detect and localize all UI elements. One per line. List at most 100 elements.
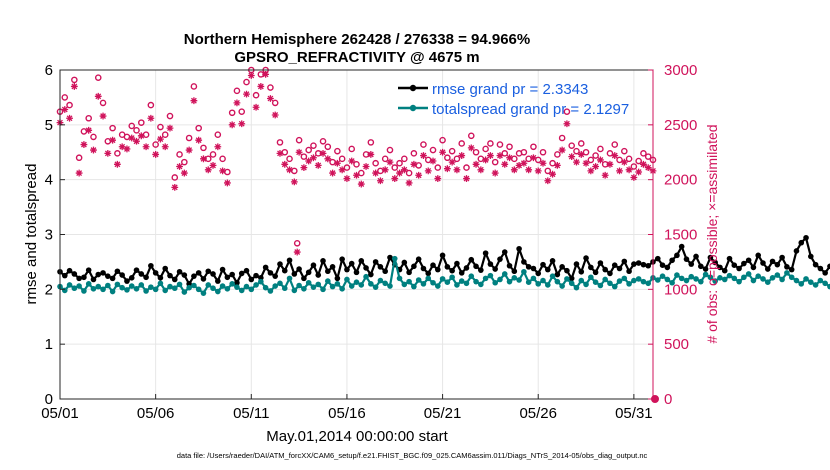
assimilated-point [252, 103, 260, 111]
series-point [659, 262, 666, 269]
possible-point [477, 155, 485, 163]
assimilated-point [510, 166, 518, 174]
assimilated-point [109, 136, 117, 144]
assimilated-point [128, 134, 136, 142]
possible-point [458, 140, 466, 147]
series-point [568, 275, 575, 282]
series-point [769, 275, 776, 281]
series-point [444, 264, 451, 270]
series-point [200, 276, 207, 282]
assimilated-point [582, 159, 590, 167]
possible-point [329, 158, 336, 166]
possible-point [94, 74, 102, 81]
series-point [640, 261, 647, 268]
series-point [621, 258, 628, 265]
series-point [358, 282, 365, 288]
possible-point [568, 142, 576, 149]
series-point [564, 276, 570, 282]
y2-tick-label: 3000 [664, 62, 697, 79]
series-point [210, 271, 216, 277]
series-point [71, 271, 78, 277]
series-possible [56, 66, 657, 181]
possible-point [123, 133, 131, 141]
footnote: data file: /Users/raeder/DAI/ATM_forcXX/… [177, 451, 648, 460]
series-point [267, 288, 274, 294]
series-assimilated [56, 70, 657, 191]
series-point [712, 278, 718, 284]
series-point [401, 281, 408, 288]
series-point [325, 278, 331, 284]
series-point [506, 262, 513, 269]
right-axis-zero-marker [651, 395, 659, 403]
series-point [635, 260, 642, 266]
series-point [482, 250, 489, 256]
possible-point [482, 145, 489, 153]
series-point [61, 287, 68, 294]
assimilated-point [85, 126, 93, 134]
series-point [186, 284, 192, 291]
series-point [473, 278, 479, 285]
series-point [286, 257, 293, 264]
series-point [468, 256, 475, 263]
possible-point [319, 137, 327, 145]
series-point [238, 287, 245, 294]
assimilated-point [209, 162, 217, 169]
series-point [511, 275, 518, 281]
series-point [788, 266, 795, 273]
assimilated-point [424, 167, 432, 175]
assimilated-point [553, 162, 561, 169]
assimilated-point [152, 151, 160, 158]
series-point [698, 263, 704, 270]
possible-point [157, 123, 164, 131]
series-point [721, 276, 728, 283]
series-point [215, 278, 221, 284]
possible-point [539, 148, 547, 156]
series-point [114, 268, 121, 275]
series-point [678, 275, 685, 282]
series-point [66, 282, 73, 288]
possible-point [99, 99, 107, 107]
possible-point [573, 147, 580, 155]
series-point [215, 288, 221, 295]
series-point [616, 265, 623, 272]
assimilated-point [295, 148, 303, 156]
assimilated-point [90, 146, 97, 154]
assimilated-point [161, 143, 169, 151]
series-point [712, 259, 718, 266]
possible-point [291, 167, 298, 175]
possible-point [271, 99, 279, 107]
assimilated-point [410, 160, 418, 168]
possible-point [587, 156, 595, 164]
series-point [693, 253, 699, 260]
y-axis-label: rmse and totalspread [23, 164, 40, 305]
series-point [626, 268, 632, 275]
assimilated-point [343, 175, 351, 182]
possible-point [300, 153, 308, 160]
series-point [721, 267, 728, 274]
series-point [138, 282, 145, 288]
possible-point [410, 150, 418, 157]
series-point [133, 285, 140, 292]
series-point [487, 272, 494, 279]
series-point [391, 255, 398, 262]
series-point [353, 269, 360, 276]
series-point [301, 275, 307, 282]
series-point [674, 252, 680, 259]
x-tick-label: 05/11 [233, 405, 269, 422]
y-tick-label: 1 [45, 336, 53, 353]
assimilated-point [329, 169, 336, 177]
series-point [162, 287, 169, 294]
series-point [272, 273, 279, 279]
series-point [119, 284, 125, 291]
series-point [430, 262, 436, 269]
series-point [95, 283, 102, 290]
possible-point [554, 151, 561, 158]
series-point [334, 275, 341, 282]
assimilated-point [147, 114, 155, 122]
series-point [745, 271, 752, 277]
series-point [511, 268, 518, 275]
series-point [253, 282, 259, 288]
series-point [171, 276, 178, 283]
series-point [411, 283, 417, 290]
y2-axis-label: # of obs: o=possible; ×=assimilated [704, 124, 720, 343]
